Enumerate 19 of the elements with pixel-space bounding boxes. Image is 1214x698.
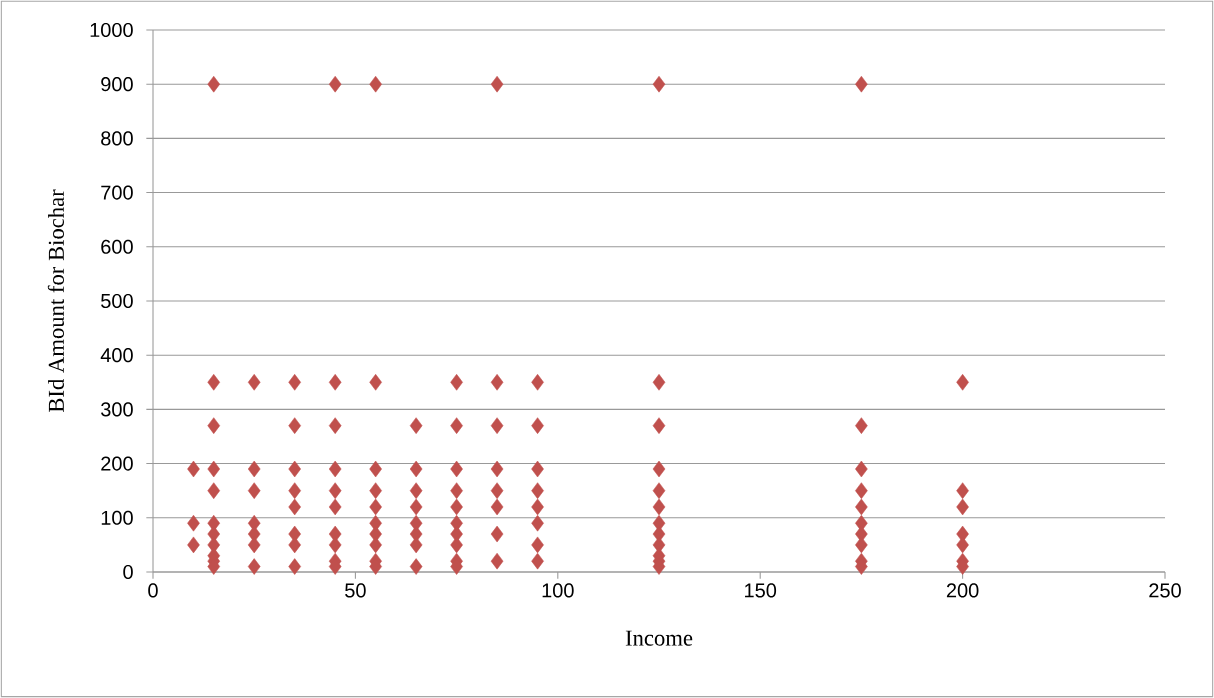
y-tick-label: 100	[101, 510, 133, 525]
y-tick-label: 800	[101, 131, 133, 146]
x-tick-label: 50	[345, 583, 366, 598]
x-tick-label: 200	[946, 583, 979, 598]
x-tick-label: 0	[148, 583, 158, 598]
y-tick-label: 200	[101, 456, 133, 471]
y-tick-label: 600	[101, 239, 133, 254]
y-axis-title: BId Amount for Biochar	[47, 189, 64, 413]
y-tick-label: 0	[123, 564, 133, 580]
x-tick-label: 250	[1149, 583, 1181, 598]
y-tick-label: 300	[101, 402, 133, 417]
x-tick-label: 150	[745, 583, 777, 598]
y-tick-label: 1000	[90, 22, 133, 38]
x-axis-title: Income	[625, 630, 693, 646]
x-tick-label: 100	[542, 583, 574, 598]
y-tick-label: 900	[101, 77, 133, 92]
y-tick-label: 400	[100, 348, 133, 363]
y-tick-label: 500	[101, 293, 133, 309]
y-tick-label: 700	[101, 185, 133, 200]
